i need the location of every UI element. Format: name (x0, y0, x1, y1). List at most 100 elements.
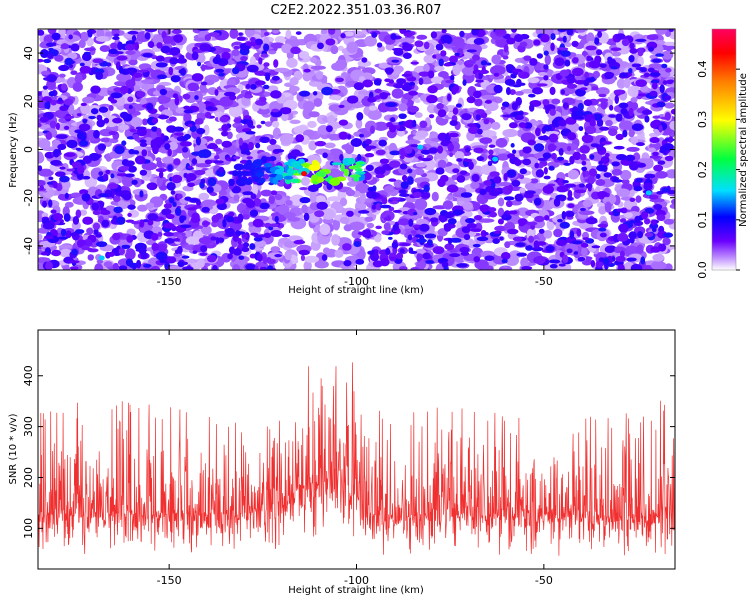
heatmap-cell (94, 263, 104, 270)
heatmap-cell (622, 129, 628, 138)
heatmap-cell (140, 252, 148, 260)
heatmap-cell (354, 171, 366, 175)
heatmap-cell (136, 259, 142, 269)
heatmap-cell (587, 175, 595, 185)
heatmap-cell (283, 211, 296, 219)
heatmap-cell (425, 260, 435, 264)
heatmap-cell (244, 29, 256, 37)
heatmap-cell (110, 173, 115, 179)
heatmap-cell (557, 29, 567, 32)
heatmap-cell (424, 233, 437, 239)
heatmap-cell (470, 181, 480, 190)
heatmap-cell (112, 117, 123, 124)
heatmap-cell (175, 107, 185, 114)
heatmap-cell (103, 261, 113, 268)
heatmap-cell (346, 133, 352, 140)
heatmap-cell (168, 66, 174, 76)
heatmap-cell (412, 119, 417, 128)
heatmap-cell (228, 105, 243, 118)
heatmap-cell (520, 88, 536, 94)
heatmap-cell (166, 181, 176, 191)
heatmap-cell (178, 69, 187, 75)
heatmap-cell (183, 105, 191, 110)
heatmap-cell (142, 53, 153, 58)
heatmap-cell (157, 243, 167, 253)
heatmap-cell (621, 38, 630, 47)
heatmap-cell (100, 209, 111, 216)
heatmap-cell (443, 212, 455, 219)
heatmap-cell (290, 149, 301, 157)
heatmap-cell (38, 131, 45, 137)
heatmap-cell (407, 105, 420, 113)
heatmap-cell (91, 202, 100, 211)
heatmap-cell (214, 111, 225, 118)
heatmap-cell (663, 218, 675, 225)
heatmap-cell (354, 161, 366, 165)
heatmap-cell (128, 58, 138, 66)
heatmap-cell (254, 80, 266, 86)
heatmap-cell (268, 50, 277, 55)
heatmap-cell (295, 134, 305, 143)
heatmap-cell (338, 119, 349, 126)
heatmap-cell (600, 100, 608, 110)
heatmap-cell (173, 126, 185, 132)
heatmap-cell (449, 237, 462, 243)
heatmap-cell (46, 181, 53, 185)
heatmap-cell (603, 172, 612, 178)
heatmap-cell (591, 86, 599, 91)
heatmap-cell (488, 207, 497, 213)
heatmap-cell (413, 212, 418, 216)
heatmap-cell (426, 239, 433, 247)
heatmap-cell (494, 225, 507, 232)
heatmap-cell (95, 241, 108, 248)
heatmap-cell (486, 62, 492, 66)
heatmap-cell (80, 132, 87, 142)
heatmap-cell (150, 265, 161, 270)
heatmap-cell (488, 73, 505, 80)
colorbar-label: Normalized spectral amplitude (738, 73, 749, 227)
heatmap-cell (364, 153, 375, 158)
heatmap-cell (158, 171, 164, 179)
heatmap-cell (454, 151, 465, 160)
heatmap-cell (335, 77, 344, 83)
heatmap-cell (254, 265, 259, 270)
heatmap-cell (259, 266, 265, 270)
heatmap-cell (247, 119, 254, 128)
heatmap-cell (619, 72, 628, 78)
heatmap-cell (584, 71, 589, 80)
y-tick-label: 200 (22, 467, 35, 488)
heatmap-cell (166, 125, 177, 133)
heatmap-cell (376, 42, 383, 48)
heatmap-cell (564, 150, 576, 155)
heatmap-cell (543, 229, 553, 239)
heatmap-cell (166, 256, 177, 264)
heatmap-cell (218, 166, 225, 173)
heatmap-cell (669, 203, 675, 209)
heatmap-cell (617, 264, 625, 270)
heatmap-cell (644, 115, 650, 123)
heatmap-cell (448, 55, 458, 64)
colorbar-tick-label: 0.0 (696, 261, 709, 279)
heatmap-cell (357, 153, 362, 162)
heatmap-cell (228, 246, 236, 255)
heatmap-cell (493, 230, 502, 234)
colorbar-tick-label: 0.2 (696, 161, 709, 179)
heatmap-cell (170, 75, 181, 83)
heatmap-cell (146, 182, 158, 191)
heatmap-cell (319, 223, 331, 236)
heatmap-cell (191, 158, 198, 165)
heatmap-cell (403, 32, 414, 37)
heatmap-cell (200, 245, 208, 253)
heatmap-cell (663, 232, 674, 238)
heatmap-cell (478, 218, 495, 223)
heatmap-cell (462, 201, 474, 211)
heatmap-cell (551, 118, 561, 128)
heatmap-cell (253, 197, 262, 207)
heatmap-cell (604, 201, 612, 213)
heatmap-cell (632, 86, 639, 98)
heatmap-cell (212, 56, 221, 65)
heatmap-cell (480, 129, 497, 138)
figure-title: C2E2.2022.351.03.36.R07 (270, 3, 441, 18)
heatmap-cell (610, 47, 622, 52)
heatmap-cell (379, 158, 389, 164)
